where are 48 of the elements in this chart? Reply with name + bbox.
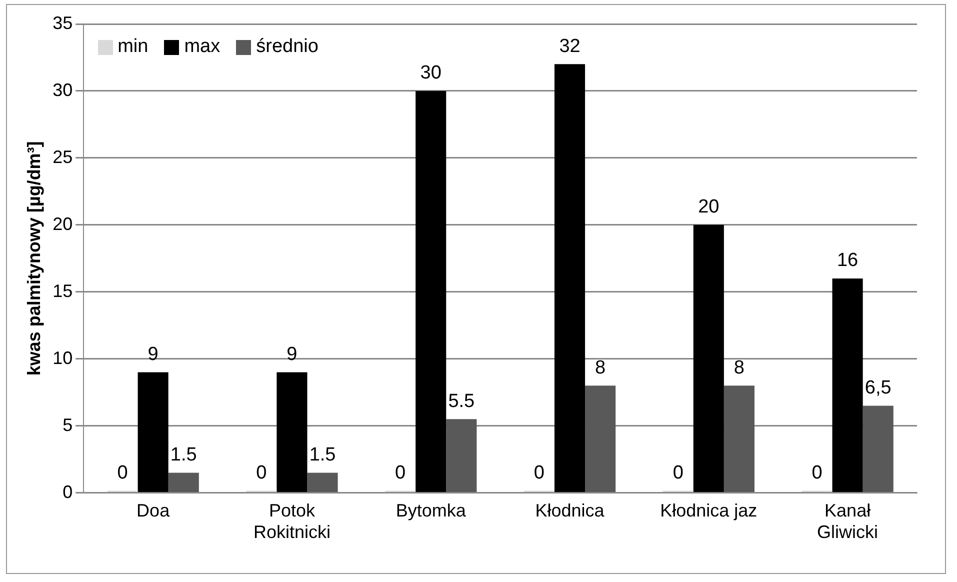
y-tick-label: 30 (52, 80, 73, 100)
y-axis-title: kwas palmitynowy [µg/dm³] (24, 141, 44, 376)
data-label: 0 (672, 462, 684, 484)
y-tick-label: 25 (52, 146, 73, 167)
x-tick-label: Kłodnica (535, 500, 606, 521)
y-tick-label: 5 (62, 414, 73, 435)
data-label: 6,5 (864, 377, 892, 398)
bar (862, 406, 894, 492)
legend-label: min (118, 36, 148, 58)
bar (693, 224, 724, 492)
data-label: 1.5 (170, 444, 197, 466)
data-label: 0 (812, 462, 822, 484)
x-tick-label: Potok Rokitnicki (253, 500, 330, 542)
data-label: 30 (420, 62, 442, 84)
y-tick-label: 35 (52, 12, 73, 33)
data-label: 20 (698, 196, 720, 218)
data-label: 0 (117, 462, 128, 484)
y-tick-label: 0 (62, 482, 73, 502)
data-label: 9 (148, 344, 158, 365)
bar (585, 386, 616, 492)
y-tick-label: 15 (52, 280, 73, 301)
bar (138, 372, 168, 492)
x-tick-label: Bytomka (396, 500, 467, 521)
bar (168, 472, 199, 492)
data-label: 0 (395, 462, 406, 484)
bar (416, 90, 446, 492)
x-tick-label: Kanał Gliwicki (817, 500, 878, 542)
data-label: 32 (559, 36, 580, 57)
data-label: 9 (286, 344, 298, 365)
y-tick-label: 20 (52, 214, 73, 234)
x-tick-label: Doa (136, 500, 171, 521)
bar (554, 64, 586, 492)
data-label: 8 (595, 357, 606, 378)
x-tick-label: Kłodnica jaz (660, 500, 758, 521)
data-label: 16 (836, 250, 858, 272)
bar (724, 386, 754, 492)
y-tick-label: 10 (52, 348, 73, 368)
bar (832, 278, 863, 492)
bar (307, 472, 338, 492)
legend-label: max (184, 36, 220, 58)
bar (276, 372, 308, 492)
bar (446, 419, 477, 492)
legend-label: średnio (256, 36, 318, 58)
data-label: 8 (734, 357, 744, 378)
data-label: 0 (256, 462, 267, 484)
data-label: 1.5 (309, 444, 336, 466)
data-label: 0 (534, 462, 544, 484)
data-label: 5.5 (448, 390, 475, 412)
